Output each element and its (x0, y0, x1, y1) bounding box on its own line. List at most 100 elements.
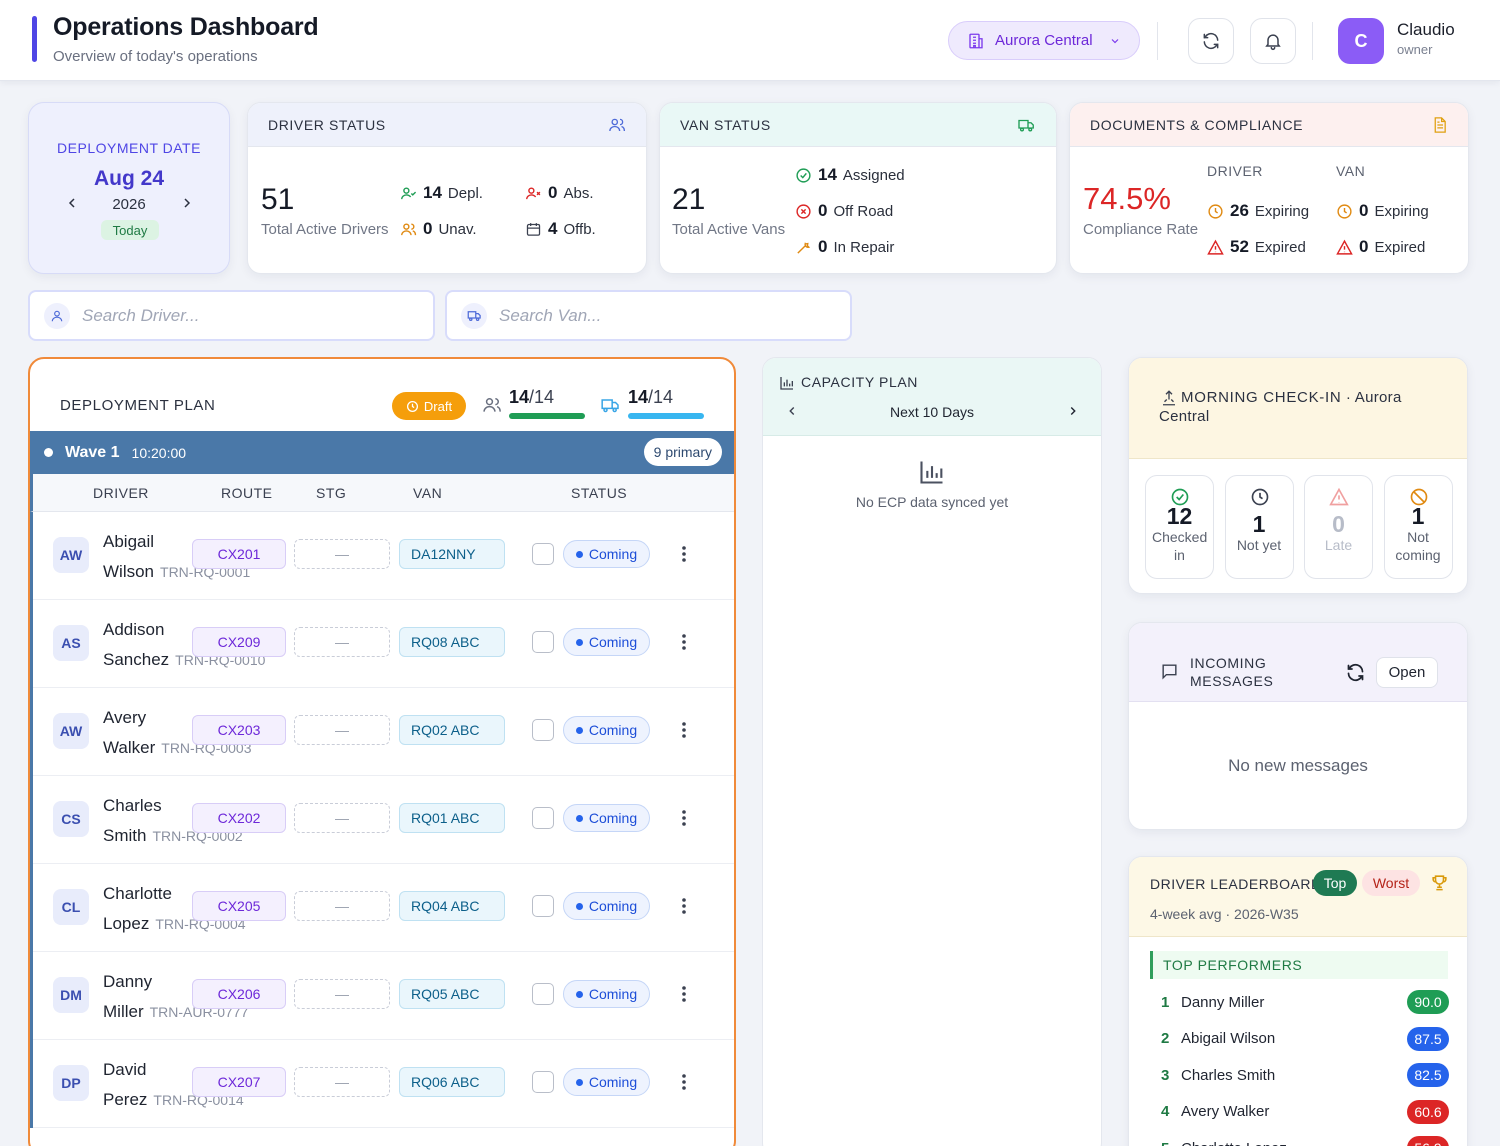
tab-top[interactable]: Top (1313, 870, 1357, 896)
status-badge[interactable]: Coming (563, 804, 650, 832)
prev-range-button[interactable] (785, 404, 799, 418)
row-checkbox[interactable] (532, 895, 554, 917)
plan-row[interactable]: AS Addison Sanchez TRN-RQ-0010 CX209— RQ08 AB… (33, 600, 734, 688)
driver-first-name[interactable]: Addison (103, 620, 165, 639)
status-badge[interactable]: Coming (563, 892, 650, 920)
staging-slot[interactable]: — (294, 627, 390, 657)
route-chip[interactable]: CX202 (192, 803, 286, 833)
van-column-label: VAN (1336, 163, 1366, 179)
row-checkbox[interactable] (532, 631, 554, 653)
route-chip[interactable]: CX207 (192, 1067, 286, 1097)
today-badge[interactable]: Today (101, 220, 159, 240)
row-checkbox[interactable] (532, 543, 554, 565)
total-drivers-label: Total Active Drivers (261, 221, 389, 238)
staging-slot[interactable]: — (294, 891, 390, 921)
more-options-icon[interactable] (681, 808, 687, 828)
plan-row[interactable]: AW Abigail Wilson TRN-RQ-0001 CX201— DA12NNY C… (33, 512, 734, 600)
checkin-tile[interactable]: 1 Not yet (1224, 475, 1294, 579)
status-badge[interactable]: Coming (563, 540, 650, 568)
van-search[interactable] (445, 290, 852, 341)
staging-slot[interactable]: — (294, 979, 390, 1009)
van-chip[interactable]: RQ04 ABC (399, 891, 505, 921)
open-messages-button[interactable]: Open (1376, 657, 1438, 688)
driver-name: Charles Smith (1181, 1066, 1276, 1084)
leaderboard-row[interactable]: 5Charlotte Lopez 56.9 (1161, 1135, 1449, 1146)
location-selector[interactable]: Aurora Central (948, 21, 1140, 60)
more-options-icon[interactable] (681, 632, 687, 652)
refresh-button[interactable] (1188, 18, 1234, 64)
user-x-icon (526, 186, 541, 199)
van-chip[interactable]: RQ08 ABC (399, 627, 505, 657)
plan-row[interactable]: AW Avery Walker TRN-RQ-0003 CX203— RQ02 ABC Co… (33, 688, 734, 776)
total-vans-label: Total Active Vans (672, 221, 786, 238)
driver-first-name[interactable]: Abigail (103, 532, 155, 551)
trophy-icon (1430, 873, 1449, 892)
leaderboard-row[interactable]: 3 Charles Smith 82.5 (1161, 1062, 1449, 1088)
van-chip[interactable]: DA12NNY (399, 539, 505, 569)
leaderboard-row[interactable]: 2 Abigail Wilson 87.5 (1161, 1026, 1449, 1052)
more-options-icon[interactable] (681, 1072, 687, 1092)
checkin-tile[interactable]: 0 Late (1304, 475, 1373, 579)
staging-slot[interactable]: — (294, 539, 390, 569)
absent-stat: 0 Abs. (525, 183, 593, 203)
refresh-icon[interactable] (1345, 662, 1366, 683)
driver-first-name[interactable]: Charlotte (103, 884, 172, 903)
route-chip[interactable]: CX206 (192, 979, 286, 1009)
plan-row[interactable]: CL Charlotte Lopez TRN-RQ-0004 CX205— RQ04 AB… (33, 864, 734, 952)
status-badge[interactable]: Coming (563, 1068, 650, 1096)
more-options-icon[interactable] (681, 544, 687, 564)
status-dot (575, 726, 583, 734)
leaderboard-row[interactable]: 1 Danny Miller 90.0 (1161, 989, 1449, 1015)
driver-first-name[interactable]: Danny (103, 972, 153, 991)
van-chip[interactable]: RQ01 ABC (399, 803, 505, 833)
checkin-label: Late (1324, 537, 1353, 553)
route-chip[interactable]: CX205 (192, 891, 286, 921)
checkin-tile[interactable]: 1 Not coming (1383, 475, 1453, 579)
notifications-button[interactable] (1250, 18, 1296, 64)
row-checkbox[interactable] (532, 1071, 554, 1093)
prev-date-button[interactable] (64, 195, 80, 211)
van-chip[interactable]: RQ05 ABC (399, 979, 505, 1009)
staging-slot[interactable]: — (294, 715, 390, 745)
row-checkbox[interactable] (532, 719, 554, 741)
route-chip[interactable]: CX203 (192, 715, 286, 745)
driver-search-input[interactable] (82, 305, 402, 326)
incoming-messages-card: INCOMING MESSAGES Open No new messages (1128, 622, 1468, 830)
driver-first-name[interactable]: Charles (103, 796, 162, 815)
draft-badge[interactable]: Draft (392, 392, 466, 420)
alert-triangle-icon (1336, 239, 1353, 255)
staging-slot[interactable]: — (294, 1067, 390, 1097)
status-badge[interactable]: Coming (563, 628, 650, 656)
row-checkbox[interactable] (532, 807, 554, 829)
driver-first-name[interactable]: David (103, 1060, 147, 1079)
staging-slot[interactable]: — (294, 803, 390, 833)
leaderboard-row[interactable]: 4 Avery Walker 60.6 (1161, 1099, 1449, 1125)
plan-row[interactable]: CS Charles Smith TRN-RQ-0002 CX202— RQ01 ABC C… (33, 776, 734, 864)
plan-row[interactable]: DM Danny Miller TRN-AUR-0777 CX206— RQ05 ABC C… (33, 952, 734, 1040)
more-options-icon[interactable] (681, 984, 687, 1004)
user-avatar[interactable]: C (1338, 18, 1384, 64)
more-options-icon[interactable] (681, 720, 687, 740)
truck-icon (461, 302, 487, 329)
van-chip[interactable]: RQ06 ABC (399, 1067, 505, 1097)
tab-worst[interactable]: Worst (1362, 870, 1420, 896)
route-chip[interactable]: CX201 (192, 539, 286, 569)
driver-search[interactable] (28, 290, 435, 341)
next-range-button[interactable] (1066, 404, 1080, 418)
checkin-tile[interactable]: 12 Checked in (1145, 475, 1214, 579)
plan-row[interactable]: DP David Perez TRN-RQ-0014 CX207— RQ06 ABC Com… (33, 1040, 734, 1128)
wave-header[interactable]: Wave 1 10:20:00 9 primary (30, 431, 734, 474)
driver-first-name[interactable]: Avery (103, 708, 147, 727)
van-chip[interactable]: RQ02 ABC (399, 715, 505, 745)
row-checkbox[interactable] (532, 983, 554, 1005)
status-badge[interactable]: Coming (563, 980, 650, 1008)
user-name[interactable]: Claudio (1397, 20, 1455, 39)
messages-header: INCOMING MESSAGES Open (1129, 623, 1467, 702)
more-options-icon[interactable] (681, 896, 687, 916)
status-badge[interactable]: Coming (563, 716, 650, 744)
refresh-icon (1201, 31, 1221, 51)
user-check-icon (401, 186, 417, 199)
next-date-button[interactable] (179, 195, 195, 211)
route-chip[interactable]: CX209 (192, 627, 286, 657)
van-search-input[interactable] (499, 305, 819, 326)
